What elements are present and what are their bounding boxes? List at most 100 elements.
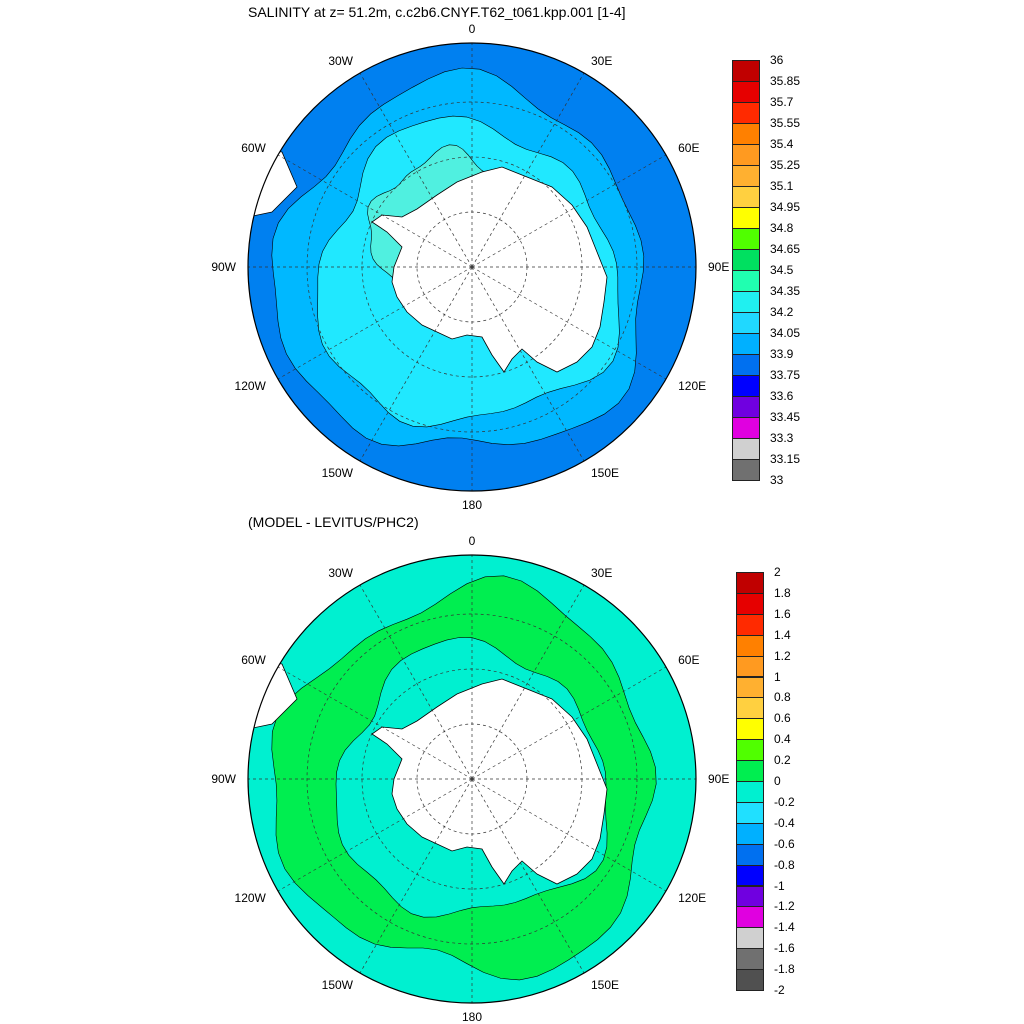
- colorbar-label: -0.4: [774, 815, 795, 830]
- meridian-line: [471, 666, 667, 780]
- colorbar-label: 35.7: [770, 95, 794, 109]
- colorbar-swatch: [736, 864, 764, 887]
- longitude-label: 120E: [678, 891, 706, 905]
- colorbar-swatch: [736, 927, 764, 950]
- longitude-label: 60E: [678, 141, 699, 155]
- colorbar-swatch: [736, 572, 764, 594]
- colorbar-swatch: [732, 228, 760, 250]
- colorbar-label: -0.6: [774, 836, 795, 851]
- colorbar-swatch: [736, 760, 764, 782]
- longitude-label: 0: [469, 22, 476, 36]
- colorbar-swatch: [732, 102, 760, 124]
- colorbar-swatch: [732, 459, 760, 481]
- meridian-line: [471, 154, 667, 268]
- colorbar-label: 35.25: [770, 158, 801, 172]
- colorbar-label: -0.8: [774, 857, 795, 872]
- colorbar-swatch: [732, 438, 760, 460]
- colorbar-label: -1: [774, 878, 785, 893]
- panel-2-title: (MODEL - LEVITUS/PHC2): [248, 514, 419, 530]
- meridian-line: [471, 266, 667, 380]
- colorbar-label: 1.4: [774, 627, 791, 642]
- colorbar-swatch: [736, 592, 764, 615]
- colorbar-swatch: [732, 186, 760, 208]
- longitude-label: 150E: [591, 466, 619, 480]
- colorbar-label: 35.85: [770, 74, 801, 88]
- longitude-label: 30W: [328, 54, 353, 68]
- longitude-label: 90E: [708, 772, 729, 786]
- colorbar-swatch: [732, 375, 760, 397]
- map-boundary: [247, 554, 697, 1004]
- longitude-label: 150W: [322, 466, 354, 480]
- panel-1-title: SALINITY at z= 51.2m, c.c2b6.CNYF.T62_t0…: [248, 4, 626, 20]
- longitude-label: 180: [462, 1010, 482, 1024]
- colorbar-swatch: [736, 655, 764, 678]
- colorbar-swatch: [736, 969, 764, 991]
- colorbar-swatch: [732, 60, 760, 82]
- colorbar-swatch: [732, 333, 760, 355]
- colorbar-label: -1.6: [774, 941, 795, 956]
- colorbar-swatch: [736, 634, 764, 657]
- longitude-label: 60E: [678, 653, 699, 667]
- colorbar-label: 34.2: [770, 305, 794, 319]
- colorbar-swatch: [736, 718, 764, 741]
- colorbar-label: -0.2: [774, 794, 795, 809]
- colorbar-label: 34.35: [770, 284, 801, 298]
- meridian-line: [359, 584, 473, 780]
- colorbar-swatch: [736, 822, 764, 845]
- meridian-line: [471, 584, 585, 780]
- meridian-line: [359, 778, 473, 974]
- colorbar-label: 1: [774, 669, 781, 684]
- colorbar-label: 1.6: [774, 606, 791, 621]
- meridian-line: [277, 154, 473, 268]
- map-fill: [248, 43, 696, 491]
- colorbar-label: 35.55: [770, 116, 801, 130]
- colorbar-swatch: [736, 948, 764, 971]
- colorbar-label: 36: [770, 53, 784, 67]
- colorbar-swatch: [736, 613, 764, 636]
- meridian-line: [277, 778, 473, 892]
- meridian-line: [471, 72, 585, 268]
- colorbar-label: 1.2: [774, 648, 791, 663]
- colorbar-swatch: [736, 906, 764, 929]
- longitude-label: 120W: [235, 379, 267, 393]
- polar-map-1: 0 30E 60E 90E 120E 150E 180 150W 120W 90W 60W 30W: [211, 22, 729, 512]
- longitude-label: 120E: [678, 379, 706, 393]
- colorbar-label: -1.8: [774, 962, 795, 977]
- colorbar-label: 0: [774, 774, 781, 788]
- colorbar-label: 33.45: [770, 410, 801, 424]
- colorbar-label: 33: [770, 473, 784, 487]
- colorbar-label: 34.65: [770, 242, 801, 256]
- colorbar-swatch: [736, 843, 764, 866]
- colorbar-label: 33.9: [770, 347, 794, 361]
- colorbar-swatch: [732, 165, 760, 187]
- colorbar-label: 34.05: [770, 326, 801, 340]
- colorbar-swatch: [732, 291, 760, 313]
- colorbar-label: 33.6: [770, 389, 794, 403]
- colorbar-label: 0.6: [774, 711, 791, 726]
- colorbar-label: 33.15: [770, 452, 801, 466]
- colorbar-label: 1.8: [774, 585, 791, 600]
- colorbar-swatch: [732, 396, 760, 418]
- meridian-line: [471, 778, 667, 892]
- longitude-label: 120W: [235, 891, 267, 905]
- colorbar-label: 33.3: [770, 431, 794, 445]
- colorbar-label: 0.4: [774, 732, 791, 747]
- map-fill: [248, 555, 696, 1003]
- longitude-label: 150W: [322, 978, 354, 992]
- meridian-line: [359, 72, 473, 268]
- colorbar-swatch: [736, 801, 764, 824]
- colorbar-label: 35.4: [770, 137, 794, 151]
- colorbar-swatch: [732, 123, 760, 145]
- colorbar-label: 34.5: [770, 263, 794, 277]
- colorbar-label: 0.8: [774, 690, 791, 705]
- longitude-label: 90W: [211, 772, 236, 786]
- colorbar-label: 33.75: [770, 368, 801, 382]
- colorbar-swatch: [732, 144, 760, 166]
- colorbar-label: 0.2: [774, 753, 791, 768]
- colorbar-label: 35.1: [770, 179, 794, 193]
- polar-map-2: 0 30E 60E 90E 120E 150E 180 150W 120W 90W 60W 30W: [211, 534, 729, 1024]
- meridian-line: [277, 266, 473, 380]
- colorbar-swatch: [736, 697, 764, 720]
- longitude-label: 30E: [591, 566, 612, 580]
- colorbar-label: 34.95: [770, 200, 801, 214]
